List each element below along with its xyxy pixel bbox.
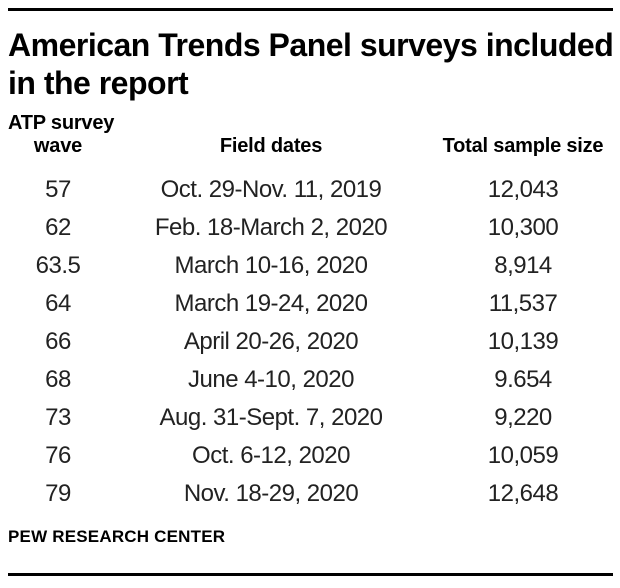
column-header-wave-line2: wave [33, 135, 83, 157]
cell-wave: 76 [45, 442, 71, 469]
table-row: 76 Oct. 6-12, 2020 10,059 [8, 437, 613, 475]
cell-sample-size: 9.654 [494, 366, 552, 393]
cell-field-dates: June 4-10, 2020 [188, 366, 354, 393]
pew-table-figure: American Trends Panel surveys included i… [8, 8, 614, 576]
figure-title-line2: in the report [8, 65, 189, 101]
cell-wave: 66 [45, 328, 71, 355]
cell-sample-size: 9,220 [494, 404, 552, 431]
cell-sample-size: 10,300 [487, 214, 559, 241]
cell-wave: 57 [45, 176, 71, 203]
column-header-sample-size: Total sample size [442, 135, 604, 157]
top-rule [8, 8, 613, 11]
cell-field-dates: March 19-24, 2020 [174, 290, 368, 317]
table-row: 64 March 19-24, 2020 11,537 [8, 285, 613, 323]
cell-sample-size: 12,648 [487, 480, 559, 507]
figure-title-line1: American Trends Panel surveys included [8, 27, 614, 63]
cell-sample-size: 10,139 [487, 328, 559, 355]
table-row: 66 April 20-26, 2020 10,139 [8, 323, 613, 361]
cell-field-dates: Oct. 6-12, 2020 [192, 442, 350, 469]
table-row: 79 Nov. 18-29, 2020 12,648 [8, 475, 613, 513]
column-header-wave: ATP survey wave [8, 112, 115, 158]
cell-field-dates: March 10-16, 2020 [174, 252, 368, 279]
table-row: 63.5 March 10-16, 2020 8,914 [8, 247, 613, 285]
cell-wave: 79 [45, 480, 71, 507]
cell-wave: 62 [45, 214, 71, 241]
table-header-row: ATP survey wave Field dates Total sample… [8, 112, 613, 158]
column-header-wave-line1: ATP survey [8, 112, 115, 134]
table-row: 73 Aug. 31-Sept. 7, 2020 9,220 [8, 399, 613, 437]
column-header-field-dates: Field dates [219, 135, 323, 157]
cell-field-dates: Nov. 18-29, 2020 [183, 480, 359, 507]
source-attribution: PEW RESEARCH CENTER [8, 527, 226, 546]
cell-sample-size: 11,537 [488, 290, 558, 317]
table-row: 68 June 4-10, 2020 9.654 [8, 361, 613, 399]
bottom-rule [8, 573, 613, 576]
cell-wave: 64 [45, 290, 71, 317]
cell-sample-size: 10,059 [487, 442, 559, 469]
cell-wave: 73 [45, 404, 71, 431]
table-row: 57 Oct. 29-Nov. 11, 2019 12,043 [8, 171, 613, 209]
cell-field-dates: April 20-26, 2020 [183, 328, 359, 355]
cell-sample-size: 12,043 [487, 176, 559, 203]
table-row: 62 Feb. 18-March 2, 2020 10,300 [8, 209, 613, 247]
table-body: 57 Oct. 29-Nov. 11, 2019 12,043 62 Feb. … [8, 171, 613, 513]
cell-field-dates: Feb. 18-March 2, 2020 [154, 214, 388, 241]
cell-sample-size: 8,914 [494, 252, 552, 279]
cell-wave: 63.5 [35, 252, 81, 279]
cell-field-dates: Oct. 29-Nov. 11, 2019 [160, 176, 382, 203]
cell-wave: 68 [45, 366, 71, 393]
cell-field-dates: Aug. 31-Sept. 7, 2020 [159, 404, 383, 431]
figure-title: American Trends Panel surveys included i… [8, 26, 614, 102]
